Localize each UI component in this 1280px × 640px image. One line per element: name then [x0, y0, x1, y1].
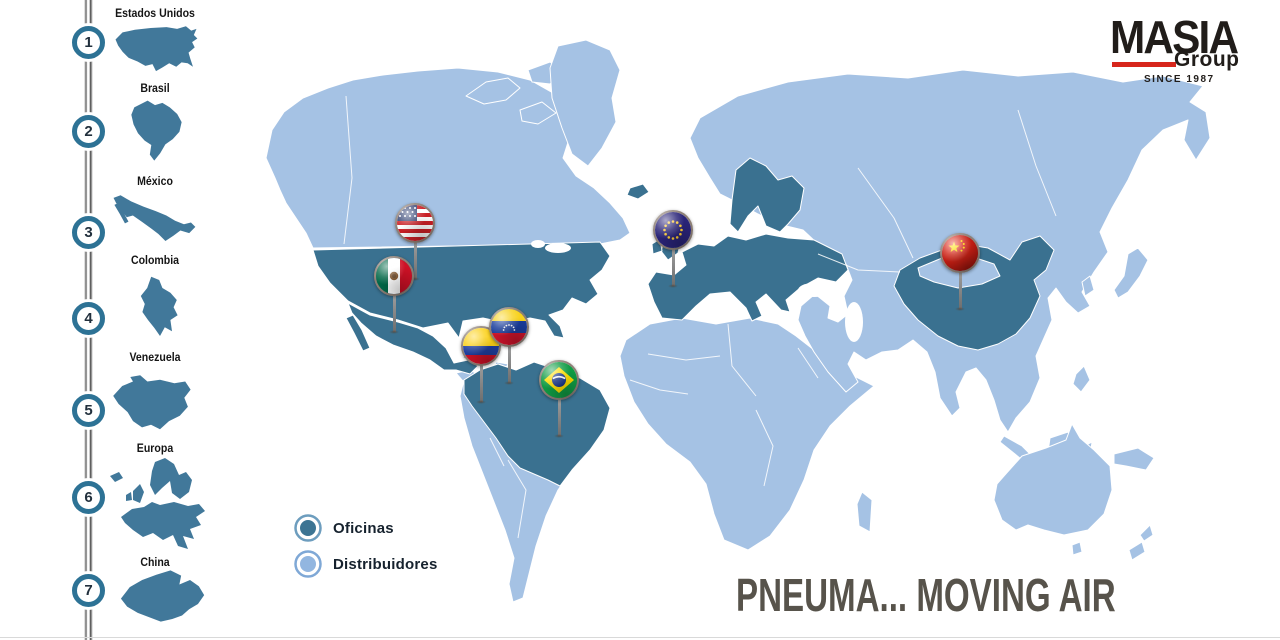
sidebar-label-china: China	[140, 555, 170, 569]
region-uk	[660, 223, 683, 261]
number-label: 5	[84, 402, 93, 419]
sidebar-number-6: 6	[72, 481, 105, 514]
sidebar-number-7: 7	[72, 574, 105, 607]
logo-brand-text: MASIA	[1110, 11, 1239, 63]
region-tasmania	[1071, 541, 1083, 556]
region-greenland	[549, 39, 621, 167]
sidebar-number-4: 4	[72, 302, 105, 335]
region-ireland	[651, 238, 663, 255]
venezuela-silhouette-icon	[113, 375, 191, 430]
region-korea	[1081, 275, 1095, 297]
region-iceland	[626, 183, 650, 200]
world-map	[265, 39, 1211, 603]
region-madagascar	[856, 491, 873, 533]
sidebar-number-1: 1	[72, 26, 105, 59]
legend-label-oficinas: Oficinas	[333, 519, 394, 537]
number-label: 4	[84, 310, 93, 327]
logo-red-line	[1112, 62, 1176, 67]
usa-silhouette-icon	[115, 26, 198, 72]
number-label: 1	[84, 34, 93, 51]
brazil-silhouette-icon	[131, 100, 182, 161]
region-new-zealand	[1128, 524, 1154, 561]
china-silhouette-icon	[120, 570, 205, 622]
region-australia	[993, 423, 1113, 536]
sidebar-label-estados-unidos: Estados Unidos	[115, 6, 195, 20]
legend-item-oficinas: Oficinas	[293, 513, 394, 543]
slogan-text: PNEUMA... MOVING AIR	[736, 569, 1116, 621]
number-label: 3	[84, 224, 93, 241]
caspian-sea	[845, 302, 863, 342]
number-label: 7	[84, 582, 93, 599]
number-label: 6	[84, 489, 93, 506]
distributors-swatch-icon	[294, 550, 322, 578]
black-sea	[798, 283, 830, 297]
region-new-guinea	[1113, 447, 1155, 471]
seas	[531, 240, 863, 342]
great-lakes	[545, 243, 571, 253]
masia-group-logo: MASIA Group SINCE 1987	[1110, 11, 1260, 88]
bottom-divider	[0, 637, 1280, 638]
legend-label-distribuidores: Distribuidores	[333, 555, 438, 573]
sidebar-number-2: 2	[72, 115, 105, 148]
region-scandinavia	[729, 157, 805, 233]
country-borders	[343, 95, 1057, 539]
legend-item-distribuidores: Distribuidores	[293, 549, 437, 579]
sidebar-label-colombia: Colombia	[130, 253, 180, 267]
europe-silhouette-icon	[110, 458, 205, 549]
logo-group-text: Group	[1174, 48, 1240, 71]
region-mexico	[345, 302, 479, 375]
colombia-silhouette-icon	[140, 276, 178, 336]
sidebar-label-venezuela: Venezuela	[129, 350, 181, 364]
region-africa	[619, 317, 875, 551]
region-arctic-islands	[465, 61, 565, 125]
region-japan	[1113, 247, 1149, 299]
great-lakes-west	[531, 240, 545, 248]
offices-swatch-icon	[294, 514, 322, 542]
region-philippines	[1072, 365, 1091, 393]
mexico-silhouette-icon	[113, 195, 196, 241]
sidebar-label-mexico: México	[137, 174, 173, 188]
logo-tagline: SINCE 1987	[1144, 74, 1215, 85]
sidebar-number-3: 3	[72, 216, 105, 249]
sidebar-label-europa: Europa	[136, 441, 174, 455]
number-label: 2	[84, 123, 93, 140]
sidebar-number-5: 5	[72, 394, 105, 427]
sidebar-label-brasil: Brasil	[140, 81, 170, 95]
region-europe-mainland	[647, 233, 849, 322]
